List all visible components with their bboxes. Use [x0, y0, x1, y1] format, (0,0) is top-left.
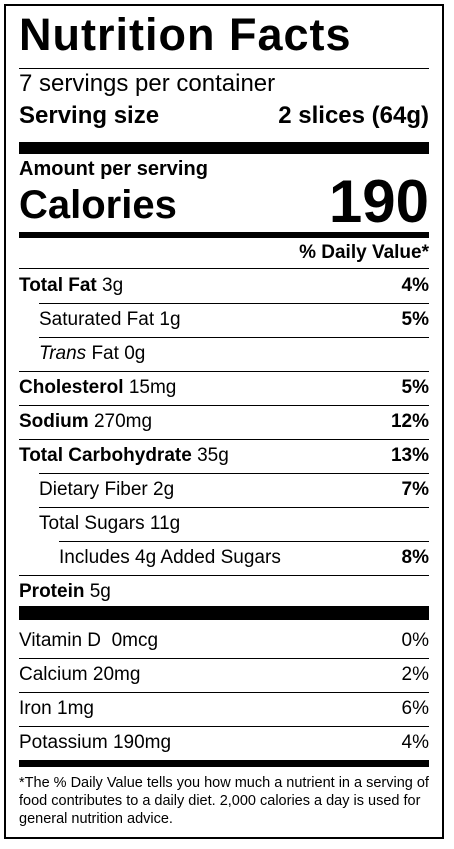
nutrient-amount: 0g: [124, 343, 146, 364]
serving-size-value: 2 slices (64g): [278, 102, 429, 129]
nutrient-name: Total Fat: [19, 275, 97, 296]
nutrient-dv: 7%: [401, 479, 429, 500]
nutrient-row-total-fat: Total Fat 3g 4%: [19, 269, 429, 303]
nutrient-row-sodium: Sodium 270mg 12%: [19, 405, 429, 439]
vitamin-name: Calcium: [19, 664, 88, 685]
vitamin-name: Iron: [19, 698, 52, 719]
nutrient-amount: 1g: [159, 309, 181, 330]
serving-size-row: Serving size 2 slices (64g): [19, 102, 429, 130]
divider: [19, 405, 429, 406]
divider: [19, 371, 429, 372]
divider: [39, 337, 429, 338]
vitamin-dv: 0%: [401, 630, 429, 651]
vitamin-row-calcium: Calcium 20mg 2%: [19, 658, 429, 692]
nutrient-dv: 5%: [401, 309, 429, 330]
nutrient-name: Includes 4g Added Sugars: [59, 547, 281, 568]
divider: [59, 541, 429, 542]
thick-divider: [19, 142, 429, 154]
nutrient-row-added-sugars: Includes 4g Added Sugars 8%: [19, 541, 429, 575]
nutrient-amount: 270mg: [93, 411, 153, 432]
vitamin-amount: 20mg: [92, 664, 141, 685]
medium-divider: [19, 232, 429, 238]
nutrient-name: Protein: [19, 581, 85, 602]
divider: [19, 575, 429, 576]
nutrient-dv: 8%: [401, 547, 429, 568]
nutrient-dv: 5%: [401, 377, 429, 398]
nutrient-row-total-sugars: Total Sugars 11g: [19, 507, 429, 541]
vitamin-row-vitamin-d: Vitamin D 0mcg 0%: [19, 624, 429, 658]
vitamin-amount: 190mg: [112, 732, 172, 753]
nutrient-row-dietary-fiber: Dietary Fiber 2g 7%: [19, 473, 429, 507]
divider: [19, 68, 429, 69]
nutrient-row-cholesterol: Cholesterol 15mg 5%: [19, 371, 429, 405]
nutrient-name: Total Sugars: [39, 513, 145, 534]
nutrient-amount: 15mg: [128, 377, 177, 398]
vitamin-amount: 0mcg: [111, 630, 159, 651]
vitamin-dv: 6%: [401, 698, 429, 719]
nutrient-dv: 13%: [390, 445, 429, 466]
calories-label: Calories: [19, 183, 177, 227]
label-content: Nutrition Facts 7 servings per container…: [19, 6, 429, 837]
nutrient-row-trans-fat: Trans Fat 0g: [19, 337, 429, 371]
vitamin-name: Vitamin D: [19, 630, 102, 651]
nutrient-name: Cholesterol: [19, 377, 124, 398]
nutrient-dv: 4%: [401, 275, 429, 296]
calories-row: Calories 190: [19, 170, 429, 234]
thick-divider: [19, 606, 429, 620]
nutrient-amount: 2g: [153, 479, 175, 500]
nutrient-amount: 3g: [102, 275, 124, 296]
servings-per-container: 7 servings per container: [19, 70, 276, 97]
serving-size-label: Serving size: [19, 102, 160, 129]
nutrient-name-italic: Trans: [39, 343, 87, 364]
divider: [19, 439, 429, 440]
divider: [39, 473, 429, 474]
nutrient-name: Dietary Fiber: [39, 479, 148, 500]
divider: [19, 268, 429, 269]
nutrient-name: Fat: [91, 343, 119, 364]
divider: [19, 692, 429, 693]
nutrient-name: Total Carbohydrate: [19, 445, 192, 466]
vitamin-dv: 2%: [401, 664, 429, 685]
nutrient-row-saturated-fat: Saturated Fat 1g 5%: [19, 303, 429, 337]
footnote: *The % Daily Value tells you how much a …: [19, 775, 429, 827]
daily-value-header: % Daily Value*: [299, 242, 429, 263]
vitamin-amount: 1mg: [57, 698, 94, 719]
vitamin-row-potassium: Potassium 190mg 4%: [19, 726, 429, 760]
divider: [19, 726, 429, 727]
vitamin-row-iron: Iron 1mg 6%: [19, 692, 429, 726]
nutrient-name: Sodium: [19, 411, 89, 432]
nutrient-amount: 35g: [197, 445, 229, 466]
label-title: Nutrition Facts: [19, 9, 352, 60]
nutrient-row-protein: Protein 5g: [19, 575, 429, 609]
divider: [39, 303, 429, 304]
divider: [39, 507, 429, 508]
calories-value: 190: [328, 168, 429, 235]
nutrient-name: Saturated Fat: [39, 309, 155, 330]
amount-per-serving: Amount per serving: [19, 158, 208, 180]
nutrient-amount: 11g: [149, 513, 181, 534]
nutrient-dv: 12%: [390, 411, 429, 432]
nutrient-amount: 5g: [89, 581, 111, 602]
nutrition-facts-label: Nutrition Facts 7 servings per container…: [4, 4, 444, 839]
divider: [19, 658, 429, 659]
medium-divider: [19, 760, 429, 767]
nutrient-row-total-carbohydrate: Total Carbohydrate 35g 13%: [19, 439, 429, 473]
vitamin-name: Potassium: [19, 732, 108, 753]
vitamin-dv: 4%: [401, 732, 429, 753]
